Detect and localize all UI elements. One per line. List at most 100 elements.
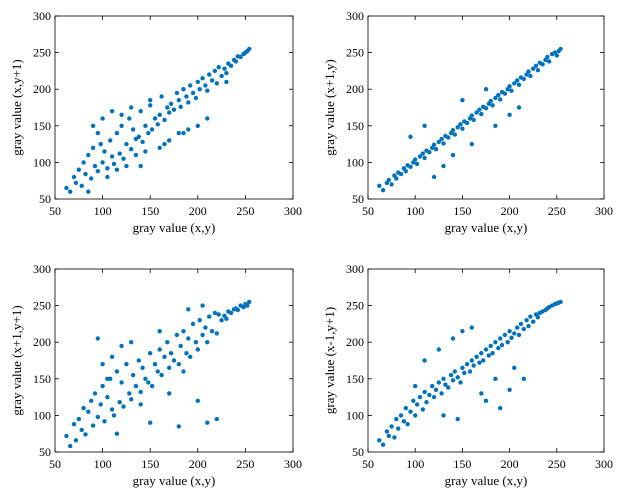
- data-point: [100, 383, 105, 389]
- data-point: [422, 358, 427, 363]
- data-point: [178, 343, 183, 349]
- data-point: [176, 130, 181, 136]
- data-point: [83, 432, 88, 437]
- data-point: [499, 342, 505, 348]
- x-tick-label: 150: [141, 457, 159, 471]
- data-point: [86, 189, 91, 194]
- data-point: [540, 62, 545, 67]
- x-tick-label: 50: [49, 457, 61, 471]
- x-tick-label: 200: [189, 457, 207, 471]
- data-point: [119, 112, 124, 118]
- data-point: [92, 391, 98, 396]
- data-point: [408, 134, 413, 139]
- data-point: [427, 150, 432, 155]
- x-tick-label: 150: [453, 204, 471, 218]
- data-point: [108, 138, 113, 143]
- data-point: [490, 351, 495, 356]
- y-tick-label: 300: [346, 9, 364, 23]
- data-point: [384, 429, 390, 434]
- data-point: [138, 163, 143, 169]
- data-point: [100, 362, 105, 367]
- data-point: [219, 73, 224, 79]
- data-point: [464, 362, 470, 367]
- data-point: [157, 329, 162, 334]
- data-point: [431, 394, 437, 400]
- data-point: [205, 116, 210, 121]
- data-point: [121, 156, 126, 161]
- data-point: [209, 329, 215, 334]
- data-point: [168, 101, 174, 107]
- data-point: [168, 351, 174, 356]
- data-point: [109, 154, 115, 159]
- scatter-panel-4: 50 100 150 200 250 300 50 100 150 200 250 300 gray v…: [322, 262, 613, 488]
- x-axis-label: gray value (x,y): [133, 473, 216, 488]
- data-point: [157, 112, 162, 118]
- data-point: [130, 372, 136, 378]
- data-point: [452, 369, 457, 374]
- data-point: [247, 46, 252, 52]
- data-point: [531, 66, 536, 71]
- data-point: [105, 166, 110, 171]
- data-point: [167, 138, 172, 143]
- data-point: [138, 109, 143, 114]
- data-point: [554, 53, 559, 58]
- data-point: [71, 174, 77, 180]
- x-tick-label: 100: [406, 204, 424, 218]
- data-point: [460, 365, 465, 370]
- y-tick-label: 300: [346, 262, 364, 276]
- x-tick-label: 100: [94, 204, 112, 218]
- data-point: [467, 369, 473, 374]
- y-tick-label: 150: [33, 372, 51, 386]
- data-point: [129, 397, 134, 402]
- data-point: [413, 413, 418, 418]
- data-point: [498, 97, 503, 102]
- y-tick-label: 100: [33, 408, 51, 422]
- data-point: [441, 376, 446, 381]
- data-point: [507, 387, 512, 392]
- data-point: [205, 420, 210, 425]
- data-point: [533, 63, 539, 68]
- data-point: [136, 358, 141, 363]
- data-point: [488, 98, 493, 104]
- data-point: [389, 182, 394, 187]
- data-point: [441, 163, 446, 169]
- data-point: [95, 414, 101, 420]
- data-point: [146, 380, 151, 385]
- data-point: [152, 116, 158, 121]
- y-tick-label: 150: [346, 372, 364, 386]
- x-tick-label: 250: [548, 204, 566, 218]
- data-point: [486, 353, 491, 358]
- data-point: [458, 122, 463, 127]
- data-point: [474, 354, 479, 359]
- data-point: [197, 318, 202, 323]
- data-point: [469, 141, 474, 147]
- data-point: [490, 103, 495, 108]
- data-point: [493, 95, 498, 101]
- data-point: [422, 123, 427, 128]
- data-point: [439, 136, 444, 142]
- data-point: [380, 442, 386, 447]
- data-point: [228, 63, 234, 68]
- data-point: [138, 389, 143, 395]
- data-point: [105, 394, 110, 400]
- scatter-panel-1: 50 100 150 200 250 300 50 100 150 200 250 300 gray v…: [9, 9, 302, 235]
- data-point: [155, 369, 160, 374]
- y-axis-label: gray value (x+1,y): [322, 59, 337, 156]
- data-point: [68, 443, 73, 449]
- data-point: [224, 316, 229, 321]
- data-point: [535, 315, 541, 320]
- x-axis-label: gray value (x,y): [445, 473, 528, 488]
- data-point: [207, 314, 212, 319]
- data-point: [200, 332, 205, 338]
- data-point: [111, 161, 117, 167]
- data-point: [149, 127, 155, 132]
- data-point: [212, 310, 218, 316]
- y-tick-label: 100: [346, 408, 364, 422]
- data-point: [377, 183, 382, 188]
- data-point: [89, 398, 94, 403]
- data-point: [424, 400, 429, 405]
- data-point: [228, 310, 234, 316]
- data-point: [450, 152, 456, 158]
- data-point: [140, 365, 145, 370]
